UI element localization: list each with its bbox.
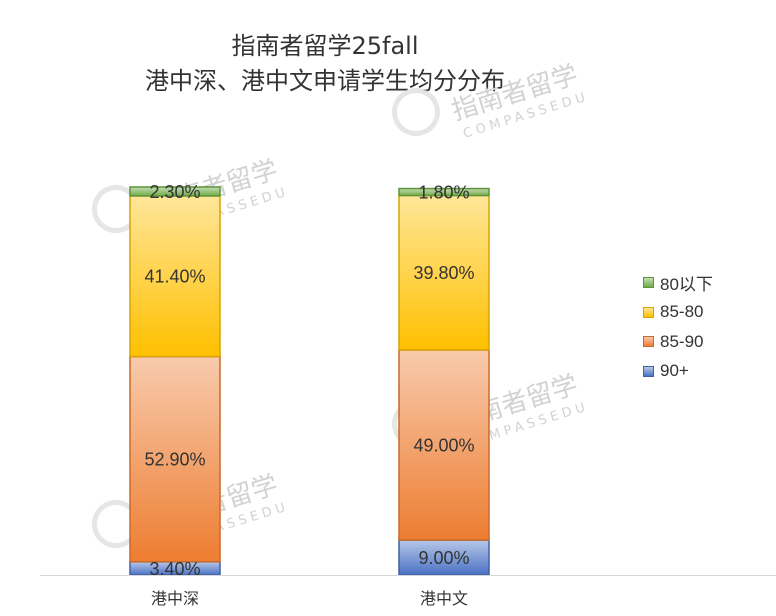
data-label: 2.30% — [149, 182, 200, 202]
bar-segment — [129, 355, 221, 563]
data-label: 1.80% — [418, 183, 469, 203]
legend-swatch — [643, 306, 654, 318]
legend-swatch — [643, 277, 654, 289]
category-tick-label: 港中深 — [151, 589, 199, 608]
legend-label: 90+ — [660, 361, 689, 381]
legend-item: 80以下 — [643, 268, 713, 298]
bar-segment — [129, 186, 221, 197]
data-label: 3.40% — [149, 559, 200, 579]
legend-label: 85-80 — [660, 302, 704, 322]
data-label: 41.40% — [144, 267, 205, 287]
data-label: 49.00% — [413, 436, 474, 456]
chart-title-line2: 港中深、港中文申请学生均分分布 — [145, 67, 505, 95]
bar-segment — [398, 539, 490, 576]
category-tick-label: 港中文 — [420, 589, 468, 608]
bar-segment — [398, 194, 490, 351]
data-label: 52.90% — [144, 450, 205, 470]
legend: 80以下 85-80 85-90 90+ — [643, 268, 713, 386]
legend-item: 85-80 — [643, 298, 713, 328]
bar-segment — [129, 195, 221, 358]
legend-item: 90+ — [643, 357, 713, 387]
legend-item: 85-90 — [643, 327, 713, 357]
legend-label: 80以下 — [660, 275, 713, 295]
bar-segment — [398, 349, 490, 541]
data-label: 39.80% — [413, 263, 474, 283]
data-label: 9.00% — [418, 548, 469, 568]
bar-segment — [398, 187, 490, 197]
legend-label: 85-90 — [660, 331, 704, 351]
chart-title-line1: 指南者留学25fall — [231, 32, 419, 60]
legend-swatch — [643, 336, 654, 348]
legend-swatch — [643, 365, 654, 377]
